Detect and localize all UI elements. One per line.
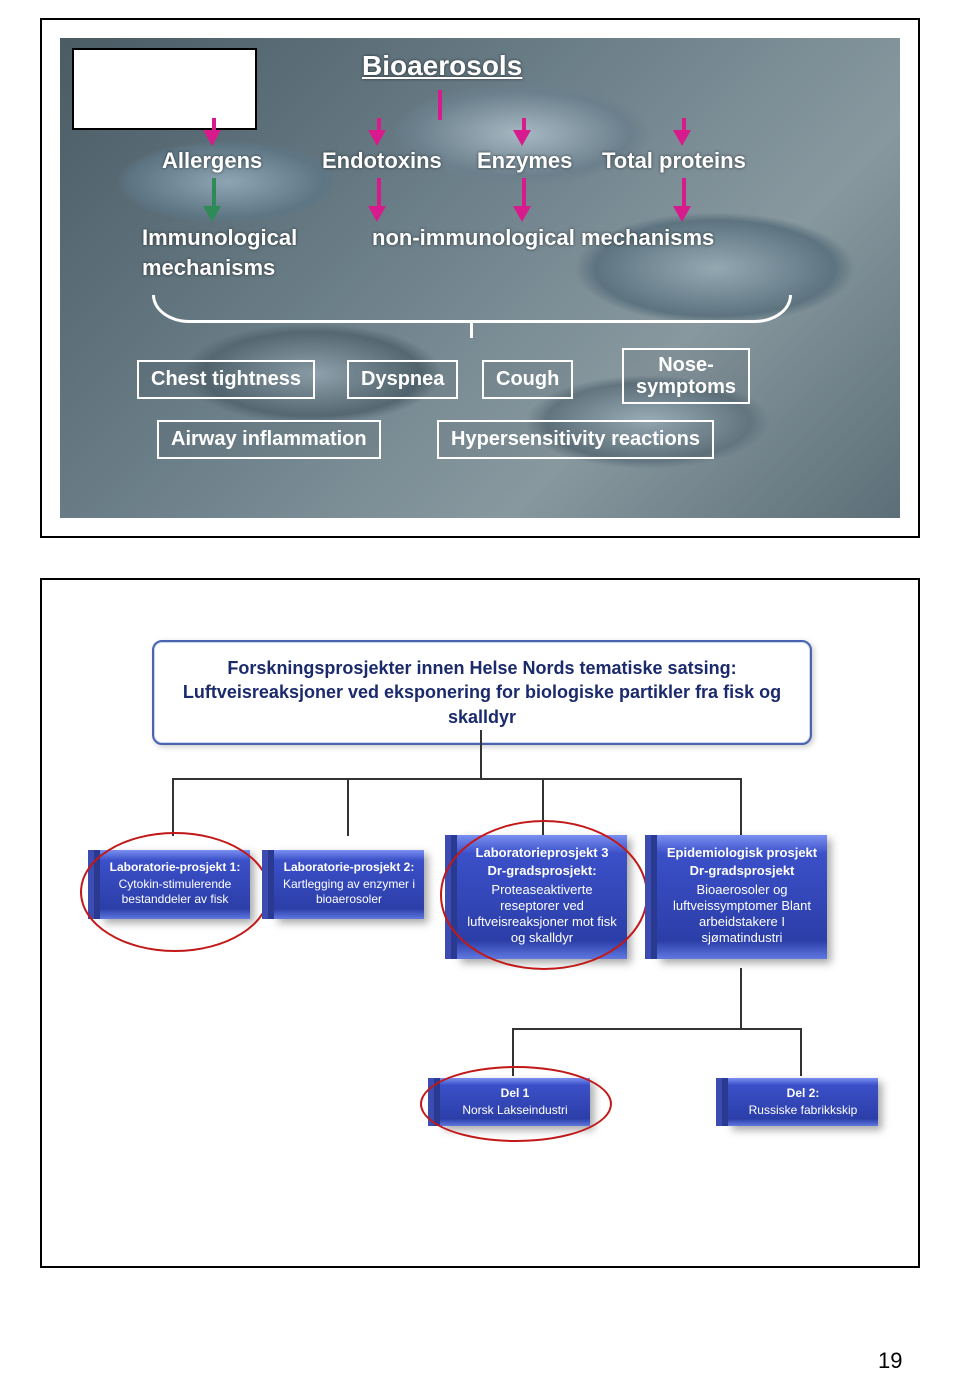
brace-tail bbox=[470, 320, 473, 338]
page-number: 19 bbox=[878, 1348, 902, 1374]
nose-line2: symptoms bbox=[636, 376, 736, 398]
outcome-nose-symptoms: Nose- symptoms bbox=[622, 348, 750, 404]
node-lab-2: Laboratorie-prosjekt 2: Kartlegging av e… bbox=[274, 850, 424, 919]
mech-immunological-1: Immunological bbox=[142, 225, 297, 251]
slide-bioaerosols: Bioaerosols Allergens Endotoxins Enzymes… bbox=[40, 18, 920, 538]
exposure-allergens: Allergens bbox=[162, 148, 262, 174]
arrow bbox=[522, 178, 526, 208]
subnode-title: Del 2: bbox=[734, 1086, 872, 1101]
connector bbox=[740, 968, 742, 1028]
node-title: Laboratorie-prosjekt 2: bbox=[282, 860, 416, 875]
exposure-enzymes: Enzymes bbox=[477, 148, 572, 174]
arrow-head bbox=[368, 130, 386, 146]
connector bbox=[347, 778, 349, 836]
outcome-chest-tightness: Chest tightness bbox=[137, 360, 315, 399]
node-body: Bioaerosoler og luftveissymptomer Blant … bbox=[665, 882, 819, 947]
connector bbox=[172, 778, 174, 836]
subnode-body: Russiske fabrikkskip bbox=[734, 1103, 872, 1118]
diagram-title: Bioaerosols bbox=[362, 50, 522, 82]
arrow-head bbox=[203, 130, 221, 146]
subnode-del-2: Del 2: Russiske fabrikkskip bbox=[728, 1078, 878, 1126]
arrow-head bbox=[203, 206, 221, 222]
node-body: Kartlegging av enzymer i bioaerosoler bbox=[282, 877, 416, 907]
arrow bbox=[377, 178, 381, 208]
mech-nonimmunological: non-immunological mechanisms bbox=[372, 225, 714, 251]
corner-card bbox=[72, 48, 257, 130]
mech-immunological-2: mechanisms bbox=[142, 255, 275, 281]
arrow bbox=[212, 178, 216, 208]
connector bbox=[512, 1028, 802, 1030]
exposure-proteins: Total proteins bbox=[602, 148, 746, 174]
arrow-head bbox=[673, 206, 691, 222]
highlight-ring bbox=[80, 832, 270, 952]
exposure-endotoxins: Endotoxins bbox=[322, 148, 442, 174]
highlight-ring bbox=[440, 820, 648, 970]
arrow-head bbox=[368, 206, 386, 222]
outcome-airway-inflammation: Airway inflammation bbox=[157, 420, 381, 459]
header-line-2: Luftveisreaksjoner ved eksponering for b… bbox=[183, 682, 781, 726]
arrow-head bbox=[513, 206, 531, 222]
node-title: Epidemiologisk prosjekt bbox=[665, 845, 819, 861]
outcome-dyspnea: Dyspnea bbox=[347, 360, 458, 399]
arrow bbox=[438, 90, 442, 120]
connector bbox=[480, 730, 482, 778]
connector bbox=[800, 1028, 802, 1076]
outcome-hypersensitivity: Hypersensitivity reactions bbox=[437, 420, 714, 459]
nose-line1: Nose- bbox=[658, 354, 714, 376]
arrow-head bbox=[513, 130, 531, 146]
connector bbox=[172, 778, 742, 780]
project-header: Forskningsprosjekter innen Helse Nords t… bbox=[152, 640, 812, 745]
slide-org-chart: Forskningsprosjekter innen Helse Nords t… bbox=[40, 578, 920, 1268]
outcome-cough: Cough bbox=[482, 360, 573, 399]
header-line-1: Forskningsprosjekter innen Helse Nords t… bbox=[227, 658, 736, 678]
node-epi: Epidemiologisk prosjekt Dr-gradsprosjekt… bbox=[657, 835, 827, 959]
arrow bbox=[682, 178, 686, 208]
node-subtitle: Dr-gradsprosjekt bbox=[665, 863, 819, 879]
arrow-head bbox=[673, 130, 691, 146]
highlight-ring bbox=[420, 1066, 612, 1142]
curly-brace bbox=[152, 295, 792, 323]
connector bbox=[740, 778, 742, 836]
